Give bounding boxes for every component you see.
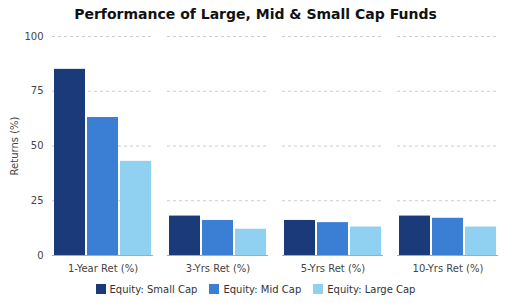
svg-text:5-Yrs Ret (%): 5-Yrs Ret (%) (301, 263, 366, 274)
svg-text:25: 25 (31, 195, 44, 206)
html-text:Performance of Large, Mid & Sm: Performance of Large, Mid & Small Cap Fu… (74, 6, 437, 22)
svg-text:Returns (%): Returns (%) (9, 116, 20, 175)
svg-text:0: 0 (37, 250, 43, 261)
svg-text:75: 75 (31, 85, 44, 96)
svg-text:10-Yrs Ret (%): 10-Yrs Ret (%) (413, 263, 484, 274)
svg-text:50: 50 (31, 140, 44, 151)
html-text:Equity: Small Cap: Equity: Small Cap (109, 283, 198, 295)
svg-text:1-Year Ret (%): 1-Year Ret (%) (68, 263, 138, 274)
svg-text:100: 100 (24, 31, 43, 42)
html-text:Equity: Large Cap: Equity: Large Cap (327, 283, 416, 295)
html-text:Equity: Mid Cap: Equity: Mid Cap (223, 283, 302, 295)
svg-text:3-Yrs Ret (%): 3-Yrs Ret (%) (186, 263, 251, 274)
